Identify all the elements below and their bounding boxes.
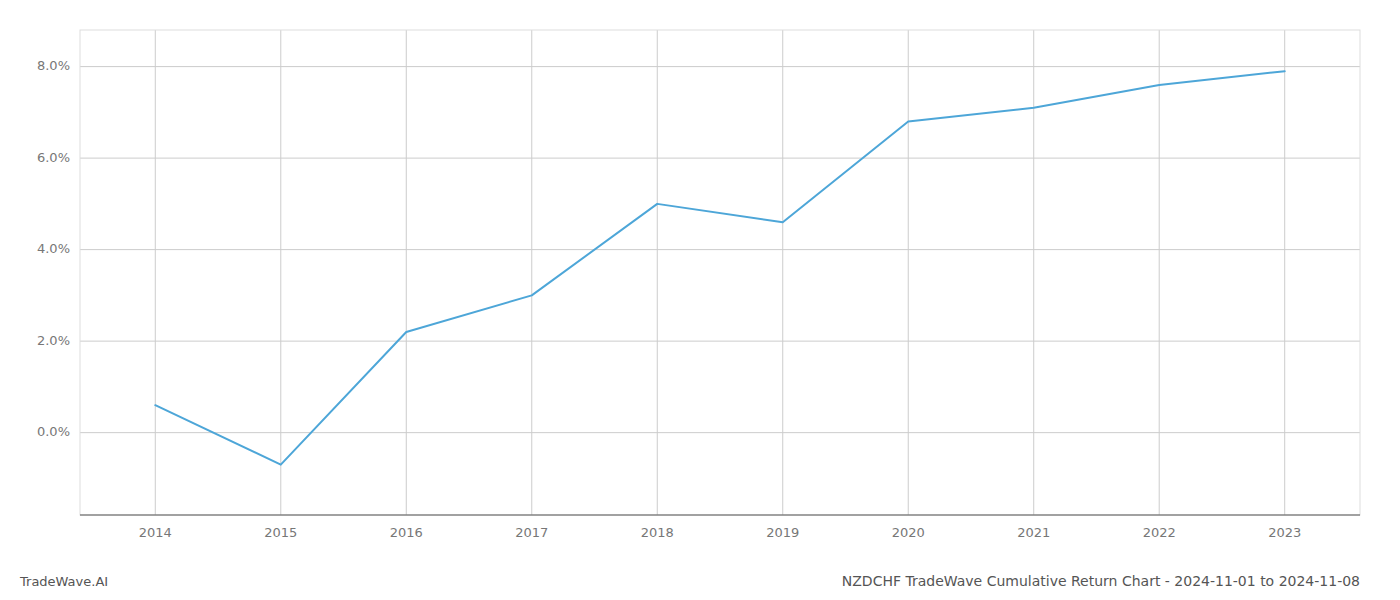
chart-svg: 0.0% 2.0% 4.0% 6.0% 8.0% 2014 2015 2016 2017 2018… — [0, 0, 1400, 600]
x-tick-label: 2015 — [264, 525, 297, 540]
chart-container: 0.0% 2.0% 4.0% 6.0% 8.0% 2014 2015 2016 2017 2018… — [0, 0, 1400, 600]
x-grid-line — [908, 30, 909, 515]
x-grid-line — [155, 30, 156, 515]
y-grid-line — [80, 66, 1360, 67]
y-grid-line — [80, 341, 1360, 342]
x-grid-line — [1033, 30, 1034, 515]
x-tick-label: 2019 — [766, 525, 799, 540]
x-tick-label: 2021 — [1017, 525, 1050, 540]
page: {"chart_data": {"type": "line", "title":… — [0, 0, 1400, 600]
x-tick-label: 2022 — [1143, 525, 1176, 540]
y-grid-line — [80, 158, 1360, 159]
y-grid-line — [80, 432, 1360, 433]
x-tick-label: 2016 — [390, 525, 423, 540]
x-tick-label: 2023 — [1268, 525, 1301, 540]
x-grid-line — [782, 30, 783, 515]
y-tick-label: 2.0% — [37, 333, 70, 348]
x-axis-line — [80, 514, 1360, 515]
x-grid-line — [406, 30, 407, 515]
x-grid-line — [657, 30, 658, 515]
plot-frame — [80, 30, 1360, 515]
x-grid-line — [1284, 30, 1285, 515]
x-grid-line — [531, 30, 532, 515]
data-line — [155, 71, 1284, 464]
x-grid-line — [280, 30, 281, 515]
y-grid-line — [80, 249, 1360, 250]
x-tick-label: 2020 — [892, 525, 925, 540]
x-tick-label: 2014 — [139, 525, 172, 540]
footer-annotation: TradeWave.AI — [19, 574, 108, 589]
background — [0, 0, 1400, 600]
plot-area — [155, 71, 1284, 464]
chart-title: NZDCHF TradeWave Cumulative Return Chart… — [842, 573, 1360, 589]
y-tick-label: 6.0% — [37, 150, 70, 165]
x-tick-label: 2018 — [641, 525, 674, 540]
axes: 0.0% 2.0% 4.0% 6.0% 8.0% 2014 2015 2016 2017 2018… — [37, 30, 1360, 540]
x-grid-line — [1159, 30, 1160, 515]
x-tick-label: 2017 — [515, 525, 548, 540]
grid — [80, 30, 1360, 515]
y-tick-label: 4.0% — [37, 241, 70, 256]
y-tick-label: 0.0% — [37, 424, 70, 439]
y-tick-label: 8.0% — [37, 58, 70, 73]
